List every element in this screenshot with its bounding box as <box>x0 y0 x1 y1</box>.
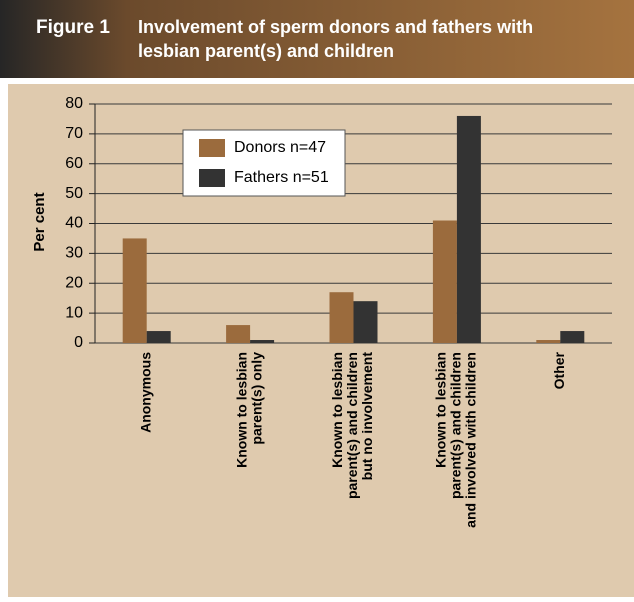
legend-label: Fathers n=51 <box>234 169 329 186</box>
y-tick-label: 30 <box>65 245 83 262</box>
x-tick-label: Known to lesbian <box>433 352 449 468</box>
bar <box>226 325 251 343</box>
x-tick-label: parent(s) and children <box>448 352 464 499</box>
figure-label: Figure 1 <box>36 17 110 38</box>
bar <box>250 340 275 343</box>
legend-swatch <box>199 139 225 157</box>
bar <box>432 220 457 343</box>
header-band <box>0 0 634 78</box>
x-tick-label: Anonymous <box>137 352 153 433</box>
x-tick-label: parent(s) and children <box>344 352 360 499</box>
bar <box>536 340 561 343</box>
x-tick-label: Other <box>551 351 567 389</box>
x-tick-label: parent(s) only <box>248 352 264 445</box>
bar <box>146 331 171 343</box>
chart-title: Involvement of sperm donors and fathers … <box>138 17 533 37</box>
legend-swatch <box>199 169 225 187</box>
y-tick-label: 40 <box>65 215 83 232</box>
y-tick-label: 50 <box>65 185 83 202</box>
bar <box>560 331 585 343</box>
x-tick-label: but no involvement <box>359 352 375 481</box>
y-tick-label: 10 <box>65 304 83 321</box>
y-tick-label: 20 <box>65 274 83 291</box>
bar <box>329 292 354 343</box>
y-tick-label: 0 <box>74 334 83 351</box>
chart-title: lesbian parent(s) and children <box>138 41 394 61</box>
bar <box>122 238 147 343</box>
y-tick-label: 70 <box>65 125 83 142</box>
y-axis-label: Per cent <box>31 192 48 251</box>
legend-label: Donors n=47 <box>234 139 326 156</box>
x-tick-label: Known to lesbian <box>329 352 345 468</box>
x-tick-label: and involved with children <box>463 352 479 528</box>
x-tick-label: Known to lesbian <box>233 352 249 468</box>
bar <box>353 301 378 343</box>
bar <box>456 115 481 343</box>
y-tick-label: 60 <box>65 155 83 172</box>
y-tick-label: 80 <box>65 95 83 112</box>
